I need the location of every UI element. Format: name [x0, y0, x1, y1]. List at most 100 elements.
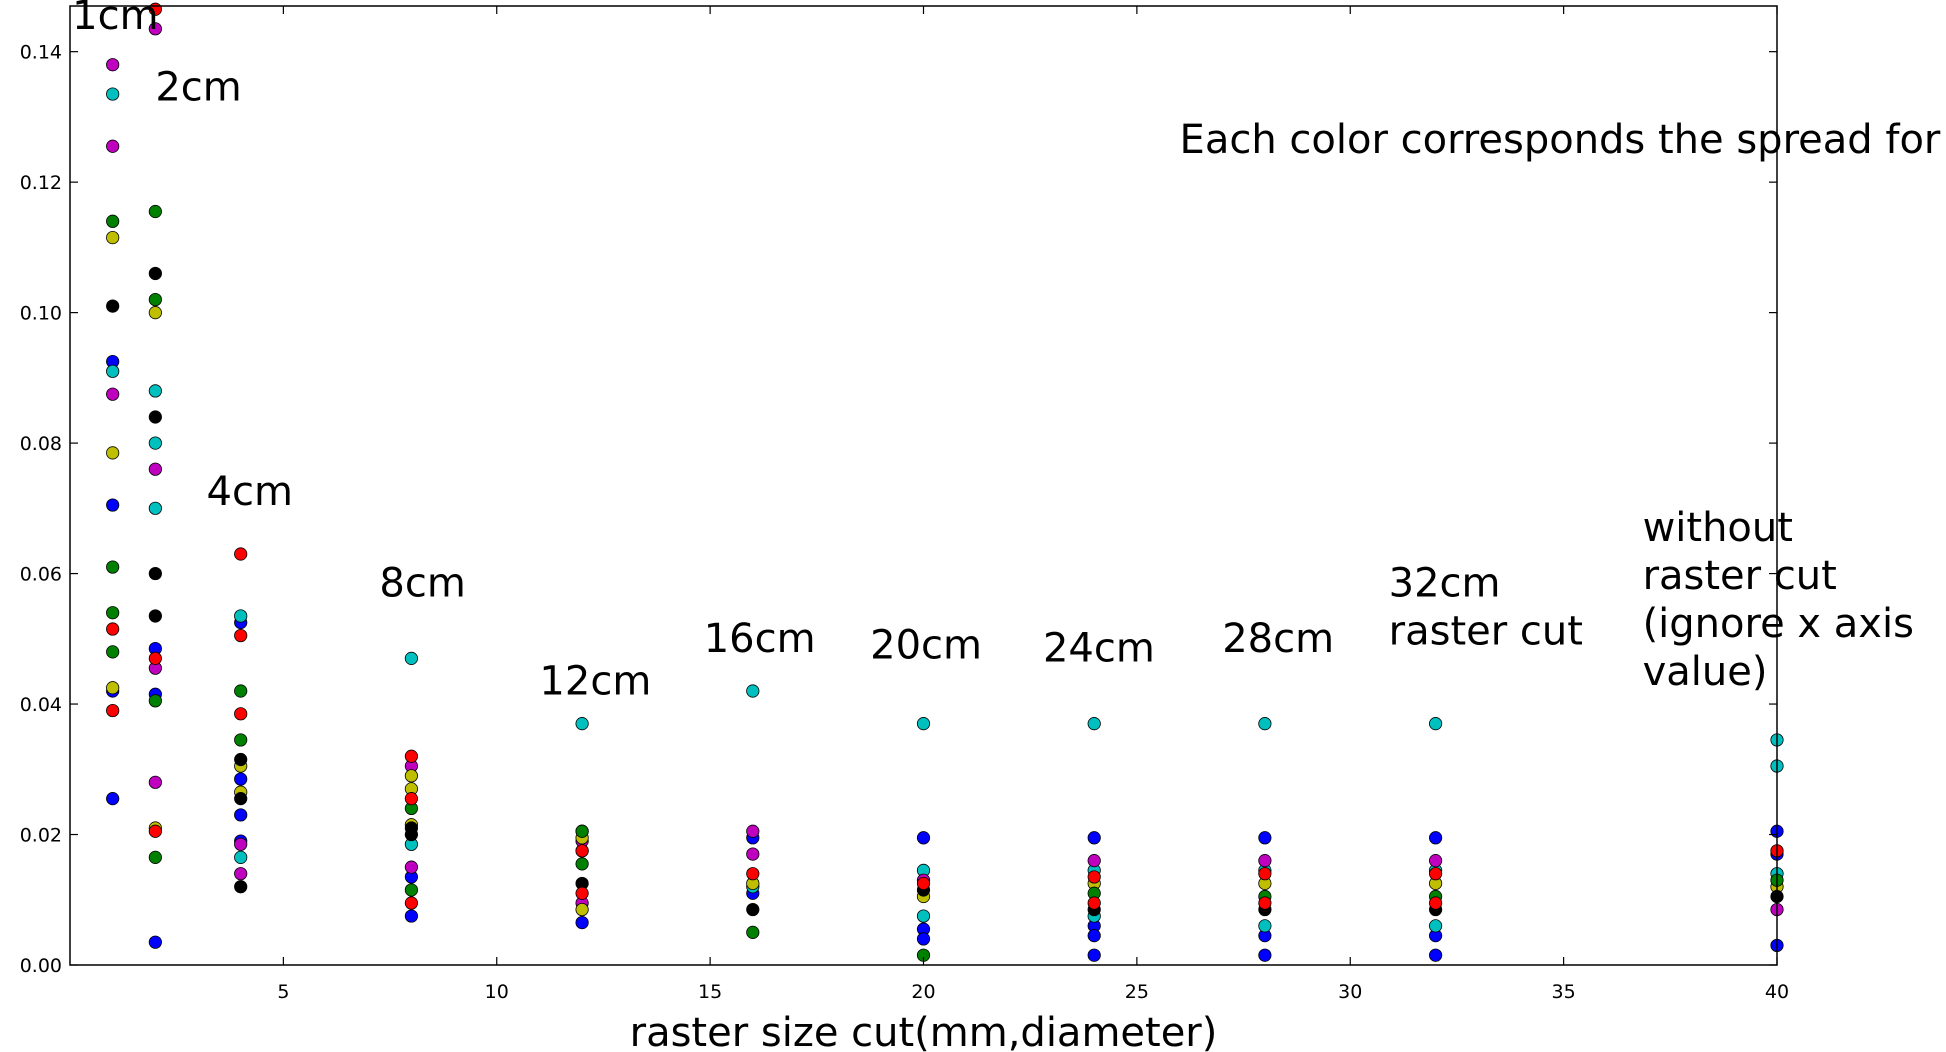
data-point [234, 772, 248, 786]
axis-ticks: 5 10 15 20 25 30 35 40 0.00 0.02 0.04 0.06 0.08 0.10 0… [20, 6, 1789, 1003]
data-point [1429, 896, 1443, 910]
y-tick-label: 0.06 [20, 564, 62, 586]
data-point [148, 850, 162, 864]
data-point [148, 436, 162, 450]
data-point [148, 266, 162, 281]
data-point [148, 410, 162, 424]
data-point [1258, 867, 1272, 881]
data-point [575, 886, 589, 900]
data-point [234, 628, 248, 643]
annotation-label: 2cm [155, 65, 241, 111]
y-tick-label: 0.12 [20, 172, 62, 194]
data-point [575, 824, 589, 838]
data-point [404, 769, 418, 783]
data-point [106, 139, 120, 153]
data-point [1087, 929, 1101, 943]
annotation-label: 16cm [704, 616, 816, 662]
data-point [1258, 896, 1272, 910]
data-point [148, 694, 162, 708]
data-point [916, 909, 931, 923]
data-point [404, 896, 418, 910]
annotation-label: 4cm [207, 469, 293, 515]
x-tick-label: 40 [1765, 981, 1789, 1003]
data-point [575, 902, 589, 917]
data-point [1429, 717, 1443, 731]
data-point [916, 831, 931, 845]
annotation-label: 8cm [379, 560, 465, 606]
data-point [106, 446, 120, 460]
data-point [404, 651, 418, 665]
x-tick-label: 30 [1338, 981, 1362, 1003]
y-tick-label: 0.10 [20, 303, 62, 325]
y-tick-label: 0.04 [20, 694, 62, 716]
data-point [106, 560, 120, 574]
data-point [148, 935, 162, 949]
data-point [1087, 896, 1101, 910]
data-point [106, 622, 120, 636]
data-point [234, 837, 248, 851]
data-point [1087, 717, 1101, 731]
data-point [106, 387, 120, 401]
data-point [746, 684, 760, 698]
data-point [916, 932, 931, 946]
data-point [148, 501, 162, 515]
data-point [106, 58, 120, 72]
data-point [1429, 948, 1443, 962]
data-point [148, 566, 162, 581]
data-point [575, 717, 589, 731]
data-point [746, 902, 760, 917]
data-point [1258, 854, 1272, 868]
data-point [746, 925, 760, 939]
data-point [746, 847, 760, 861]
x-tick-label: 25 [1125, 981, 1149, 1003]
data-point [148, 462, 162, 476]
data-point [106, 645, 120, 659]
data-point [1087, 854, 1101, 868]
data-point [575, 857, 589, 871]
data-point [234, 733, 248, 747]
annotation-label: 12cm [539, 658, 651, 704]
y-tick-label: 0.00 [20, 955, 62, 977]
annotation-label: without raster cut (ignore x axis value) [1643, 505, 1914, 695]
data-point [106, 681, 120, 695]
data-point [148, 384, 162, 398]
data-point [1258, 919, 1272, 933]
data-point [106, 498, 120, 512]
data-point [916, 717, 931, 731]
data-point [106, 703, 120, 718]
data-point [234, 609, 248, 623]
annotation-label: 20cm [870, 622, 982, 668]
data-point [916, 876, 931, 891]
annotation-label: 1cm [72, 0, 158, 39]
data-point [575, 915, 589, 930]
data-point [1258, 831, 1272, 845]
data-point [1429, 867, 1443, 881]
y-tick-label: 0.14 [20, 42, 62, 64]
annotation-label: 24cm [1043, 626, 1155, 672]
data-points [106, 2, 1784, 962]
y-tick-label: 0.02 [20, 825, 62, 847]
data-point [1258, 948, 1272, 962]
data-point [1429, 831, 1443, 845]
data-point [106, 214, 120, 228]
annotations: Each color corresponds the spread for on… [72, 0, 1946, 704]
data-point [148, 292, 162, 307]
annotation-label: 28cm [1222, 616, 1334, 662]
data-point [1258, 717, 1272, 731]
data-point [106, 364, 120, 378]
x-tick-label: 20 [911, 981, 935, 1003]
data-point [1087, 870, 1101, 884]
data-point [106, 230, 120, 245]
data-point [148, 775, 162, 789]
data-point [1429, 854, 1443, 868]
data-point [234, 808, 248, 822]
data-point [746, 867, 760, 881]
x-tick-label: 10 [485, 981, 509, 1003]
x-axis-label: raster size cut(mm,diameter) [630, 1010, 1218, 1052]
data-point [148, 204, 162, 219]
data-point [106, 299, 120, 313]
data-point [106, 87, 120, 101]
data-point [746, 824, 760, 838]
data-point [404, 909, 418, 923]
